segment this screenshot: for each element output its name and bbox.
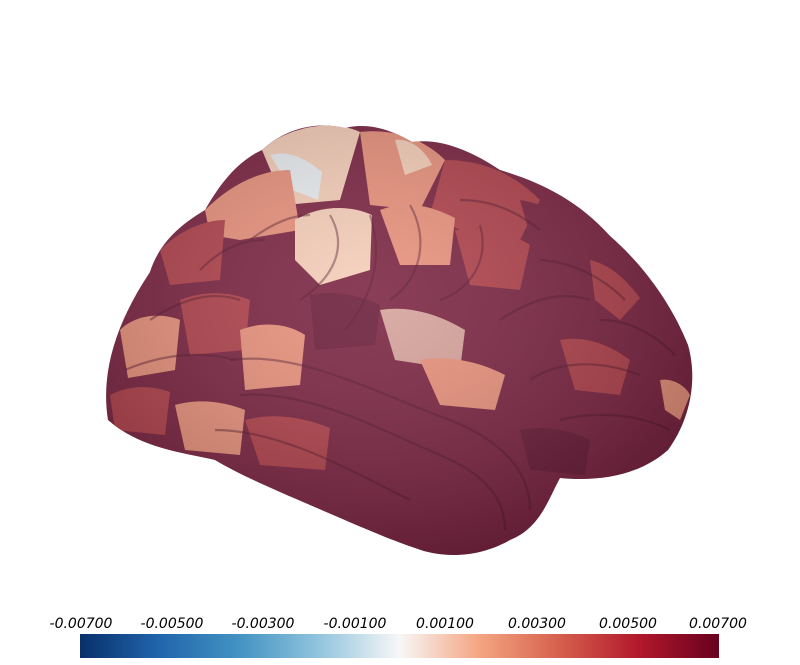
colorbar-tick-labels: -0.00700 -0.00500 -0.00300 -0.00100 0.00… xyxy=(0,616,800,634)
colorbar-tick: 0.00100 xyxy=(416,616,474,632)
colorbar-tick: 0.00700 xyxy=(689,616,747,632)
colorbar-tick: -0.00700 xyxy=(49,616,113,632)
colorbar-tick: 0.00500 xyxy=(599,616,657,632)
brain-surface-render xyxy=(106,125,693,555)
colorbar xyxy=(80,634,719,658)
colorbar-tick: 0.00300 xyxy=(508,616,566,632)
surface-shading xyxy=(106,125,693,555)
colorbar-tick: -0.00100 xyxy=(323,616,387,632)
colorbar-tick: -0.00500 xyxy=(140,616,204,632)
colorbar-tick: -0.00300 xyxy=(231,616,295,632)
